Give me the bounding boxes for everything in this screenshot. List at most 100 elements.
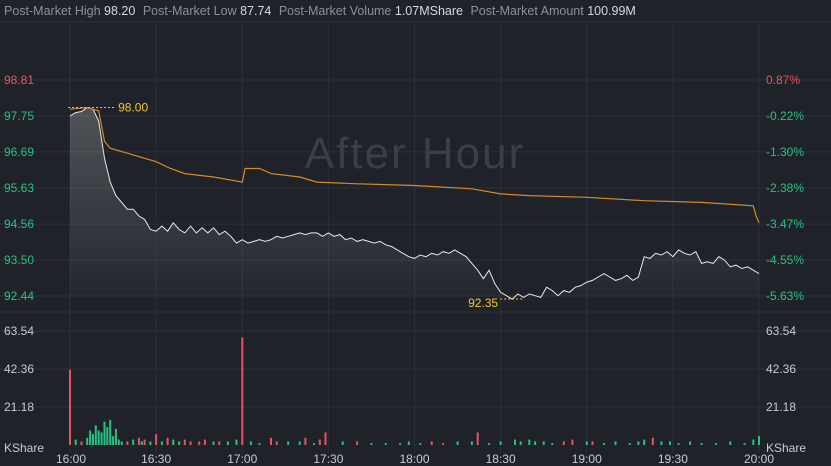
volume-bar xyxy=(729,441,732,445)
price-tick-label: 98.81 xyxy=(4,73,34,87)
volume-bar xyxy=(313,443,315,445)
volume-bar xyxy=(514,439,516,445)
volume-bar xyxy=(700,443,703,445)
stat-value-high: 98.20 xyxy=(104,4,136,18)
volume-bar xyxy=(551,443,554,445)
volume-bar xyxy=(132,439,135,445)
stat-value-volume: 1.07MShare xyxy=(394,4,463,18)
price-line xyxy=(69,106,760,300)
volume-bar xyxy=(637,441,640,445)
price-area-fill xyxy=(70,107,759,300)
volume-bar xyxy=(287,441,290,445)
volume-tick-label-left: 63.54 xyxy=(4,324,34,338)
price-tick-label: 92.44 xyxy=(4,289,34,303)
volume-bar xyxy=(166,437,169,445)
volume-bar xyxy=(488,443,491,445)
volume-bar xyxy=(628,443,631,445)
volume-bar xyxy=(571,439,574,445)
x-tick-label: 18:30 xyxy=(486,452,516,466)
volume-bar xyxy=(155,434,158,445)
volume-bar xyxy=(258,443,261,445)
volume-tick-label-right: 42.36 xyxy=(766,362,796,376)
pct-tick-label: -5.63% xyxy=(766,289,804,303)
stat-value-amount: 100.99M xyxy=(587,4,636,18)
volume-bar xyxy=(103,421,106,445)
volume-bar xyxy=(112,436,115,445)
volume-bar xyxy=(407,441,410,445)
volume-bar xyxy=(275,441,278,445)
price-tick-label: 94.56 xyxy=(4,217,34,231)
volume-bar xyxy=(235,439,238,445)
volume-bar xyxy=(677,443,680,445)
x-tick-label: 20:00 xyxy=(744,452,774,466)
volume-bar xyxy=(100,432,103,445)
volume-bar xyxy=(69,369,71,445)
volume-bar xyxy=(714,443,717,445)
volume-tick-label-right: 63.54 xyxy=(766,324,796,338)
volume-bar xyxy=(318,439,321,445)
volume-bar xyxy=(341,441,344,445)
volume-bar xyxy=(562,441,565,445)
volume-bar xyxy=(92,434,94,445)
volume-bar xyxy=(137,437,140,445)
low-marker-label: 92.35 xyxy=(468,296,498,310)
volume-bar xyxy=(114,428,117,445)
volume-bar xyxy=(74,439,77,445)
high-marker-label: 98.00 xyxy=(118,100,148,114)
x-tick-label: 17:00 xyxy=(227,452,257,466)
pct-tick-label: -0.22% xyxy=(766,109,804,123)
pct-tick-label: -3.47% xyxy=(766,217,804,231)
volume-bar xyxy=(203,439,206,445)
volume-bar xyxy=(89,430,92,445)
stat-label-low: Post-Market Low xyxy=(142,4,237,18)
volume-tick-label-right: 21.18 xyxy=(766,400,796,414)
volume-bar xyxy=(442,443,445,445)
volume-bar xyxy=(519,441,522,445)
volume-bar xyxy=(160,441,163,445)
volume-bar xyxy=(86,437,89,445)
stat-label-high: Post-Market High xyxy=(4,4,101,18)
volume-bar xyxy=(94,425,97,445)
volume-bar xyxy=(743,443,746,445)
volume-bar xyxy=(534,441,537,445)
volume-bar xyxy=(470,441,473,445)
volume-bar xyxy=(172,439,175,445)
pct-tick-label: -4.55% xyxy=(766,253,804,267)
volume-bar xyxy=(178,441,181,445)
volume-bar xyxy=(669,441,671,445)
volume-bar xyxy=(212,441,215,445)
volume-bar xyxy=(528,439,531,445)
volume-bar xyxy=(370,443,373,445)
volume-bar xyxy=(106,427,109,445)
volume-bar xyxy=(758,436,760,445)
volume-tick-label-left: 42.36 xyxy=(4,362,34,376)
volume-bar xyxy=(249,441,252,445)
volume-bar xyxy=(109,419,112,445)
volume-bar xyxy=(140,441,143,445)
price-tick-label: 95.63 xyxy=(4,181,34,195)
volume-bar xyxy=(356,441,359,445)
x-tick-label: 19:30 xyxy=(658,452,688,466)
volume-bar xyxy=(218,441,221,445)
volume-bar xyxy=(456,441,459,445)
pct-tick-label: -1.30% xyxy=(766,145,804,159)
volume-bar xyxy=(149,441,152,445)
volume-bar xyxy=(143,439,146,445)
x-tick-label: 16:30 xyxy=(141,452,171,466)
header-stats: Post-Market High 98.20 Post-Market Low 8… xyxy=(4,4,640,18)
volume-bar xyxy=(198,441,201,445)
volume-bar xyxy=(270,437,272,445)
volume-bar xyxy=(603,443,605,445)
volume-bar xyxy=(499,441,502,445)
volume-bar xyxy=(384,443,387,445)
volume-unit-left: KShare xyxy=(4,441,44,455)
volume-bar xyxy=(430,441,433,445)
volume-bar xyxy=(97,430,100,445)
volume-bar xyxy=(643,439,646,445)
volume-bar xyxy=(419,443,422,445)
volume-bar xyxy=(585,441,588,445)
volume-tick-label-left: 21.18 xyxy=(4,400,34,414)
volume-bar xyxy=(120,441,123,445)
price-tick-label: 96.69 xyxy=(4,145,34,159)
